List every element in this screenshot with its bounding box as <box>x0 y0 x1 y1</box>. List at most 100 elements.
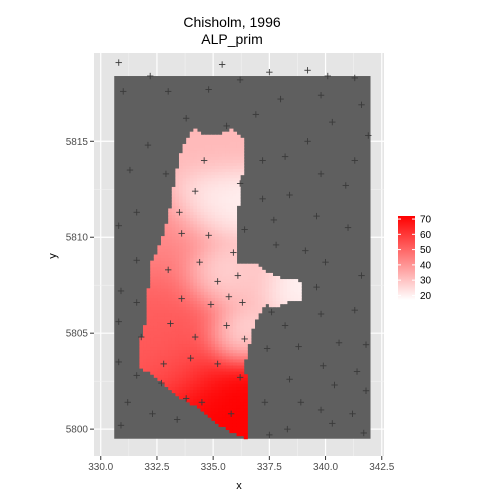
heat-cell <box>218 306 223 311</box>
heat-cell <box>193 318 198 323</box>
heat-cell <box>229 392 234 397</box>
heat-cell <box>218 346 223 351</box>
heat-cell <box>225 398 230 403</box>
heat-cell <box>186 140 191 145</box>
sample-point <box>164 266 172 274</box>
heat-cell <box>236 199 241 203</box>
heat-cell <box>211 346 216 351</box>
heat-cell <box>182 220 187 225</box>
sample-point <box>241 335 248 343</box>
sample-point <box>252 111 260 118</box>
heat-cell <box>236 389 241 394</box>
heat-cell <box>196 153 202 157</box>
heat-cell <box>229 401 234 406</box>
sample-point <box>353 368 361 375</box>
heat-cell <box>240 371 245 375</box>
heat-cell <box>196 306 202 311</box>
heat-cell <box>268 297 273 302</box>
heat-cell <box>186 180 191 185</box>
heat-cell <box>204 236 209 240</box>
heat-cell <box>243 303 248 308</box>
heat-cell <box>232 395 238 400</box>
heat-cell <box>193 275 198 280</box>
heat-cell <box>214 211 220 216</box>
heat-cell <box>236 374 241 378</box>
heat-cell <box>294 288 299 292</box>
heat-cell <box>240 331 245 335</box>
heat-cell <box>214 318 220 323</box>
heat-cell <box>222 340 227 345</box>
heat-cell <box>186 272 191 277</box>
heat-cell <box>247 322 252 326</box>
heat-cell <box>240 275 245 280</box>
heat-cell <box>182 156 187 160</box>
heat-cell <box>247 303 252 308</box>
heat-cell <box>214 346 220 351</box>
heat-cell <box>189 260 194 265</box>
heat-cell <box>243 315 248 320</box>
heat-cell <box>225 312 230 317</box>
heat-cell <box>204 168 209 173</box>
heat-cell <box>211 365 216 369</box>
heat-cell <box>171 368 176 372</box>
heat-cell <box>225 355 230 360</box>
heat-cell <box>200 398 205 403</box>
heat-cell <box>153 257 158 262</box>
heat-cell <box>200 226 205 231</box>
heat-cell <box>204 374 209 378</box>
heat-cell <box>193 236 198 240</box>
heat-cell <box>150 322 155 326</box>
heat-cell <box>240 318 245 323</box>
heat-cell <box>232 337 238 341</box>
heat-cell <box>247 331 252 335</box>
heat-cell <box>214 315 220 320</box>
heat-cell <box>211 165 216 170</box>
heat-cell <box>204 220 209 225</box>
heat-cell <box>247 272 252 277</box>
heat-cell <box>243 374 248 378</box>
heat-cell <box>153 334 158 338</box>
heat-cell <box>193 371 198 375</box>
heat-cell <box>229 426 234 431</box>
heat-cell <box>243 392 248 397</box>
heat-cell <box>182 334 187 338</box>
heat-cell <box>214 143 220 148</box>
heat-cell <box>211 269 216 274</box>
heat-cell <box>186 199 191 203</box>
heat-cell <box>243 266 248 271</box>
heat-cell <box>229 352 234 357</box>
heat-cell <box>240 322 245 326</box>
heat-cell <box>150 315 155 320</box>
heat-cell <box>200 352 205 357</box>
heat-cell <box>204 233 209 237</box>
heat-cell <box>211 205 216 209</box>
heat-cell <box>200 309 205 314</box>
heat-cell <box>182 266 187 271</box>
heat-cell <box>229 239 234 243</box>
heat-cell <box>207 361 212 366</box>
heat-cell <box>182 328 187 332</box>
sample-point <box>144 141 152 149</box>
heat-cell <box>232 318 238 323</box>
heat-cell <box>207 174 212 179</box>
heat-cell <box>222 291 227 295</box>
heat-cell <box>189 202 194 206</box>
heat-cell <box>211 337 216 341</box>
sample-point <box>225 293 233 300</box>
heat-cell <box>240 401 245 406</box>
heat-cell <box>204 306 209 311</box>
heat-cell <box>214 180 220 185</box>
heat-cell <box>182 233 187 237</box>
heat-cell <box>171 251 176 255</box>
heat-cell <box>196 322 202 326</box>
heat-cell <box>268 279 273 283</box>
heat-cell <box>236 368 241 372</box>
heat-cell <box>229 223 234 228</box>
heat-cell <box>225 404 230 409</box>
heat-cell <box>225 183 230 188</box>
heat-cell <box>168 263 173 268</box>
heat-cell <box>272 294 277 298</box>
heat-cell <box>182 159 187 163</box>
heat-cell <box>175 229 180 234</box>
heat-cell <box>171 275 176 280</box>
